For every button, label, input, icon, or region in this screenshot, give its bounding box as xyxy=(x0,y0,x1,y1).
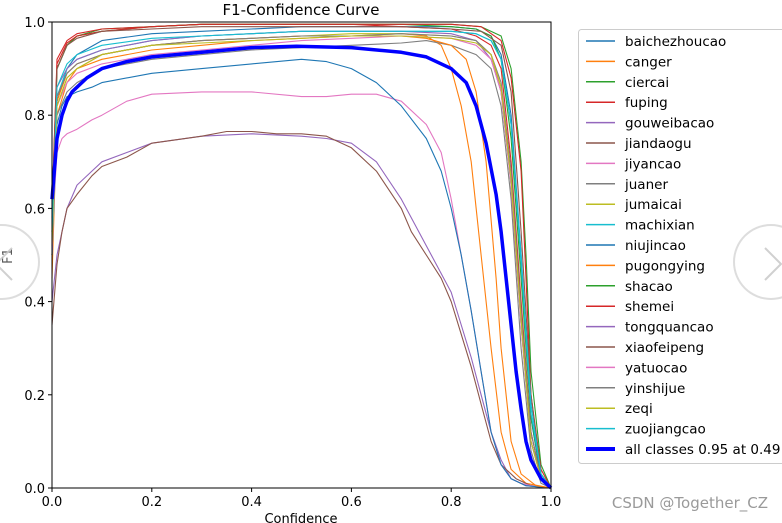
series-line-niujincao xyxy=(51,58,552,489)
legend-label: machixian xyxy=(625,218,695,234)
legend-label: yatuocao xyxy=(625,360,687,376)
legend-label: ciercai xyxy=(625,75,669,91)
y-tick-label: 0.4 xyxy=(24,296,45,311)
series-line-jiandaogu xyxy=(51,130,552,489)
legend-label: jiyancao xyxy=(624,156,681,172)
legend: baichezhoucao canger ciercai fuping gouweiba… xyxy=(578,29,782,464)
chevron-right-icon xyxy=(764,247,782,281)
legend-label: juaner xyxy=(624,177,668,193)
x-tick-label: 0.2 xyxy=(141,495,162,510)
series-line-fuping xyxy=(51,23,552,489)
y-tick-label: 0.8 xyxy=(24,109,45,124)
legend-label: pugongying xyxy=(625,258,705,274)
series-line-zuojiangcao xyxy=(51,30,552,489)
next-button[interactable] xyxy=(733,224,782,300)
legend-label: zeqi xyxy=(625,401,653,417)
y-tick-label: 0.2 xyxy=(24,389,45,404)
watermark: CSDN @Together_CZ xyxy=(611,494,768,512)
plot-frame xyxy=(51,21,552,489)
legend-label: shemei xyxy=(625,299,674,315)
x-tick-label: 0.0 xyxy=(42,495,63,510)
y-tick-label: 1.0 xyxy=(24,16,45,31)
legend-label: baichezhoucao xyxy=(625,34,726,50)
chevron-left-icon xyxy=(0,247,13,281)
legend-label: fuping xyxy=(625,95,668,111)
legend-label: xiaofeipeng xyxy=(625,340,704,356)
series-line-tongquancao xyxy=(51,30,552,489)
series-line-canger xyxy=(51,33,552,489)
previous-button[interactable] xyxy=(0,224,40,300)
x-tick-label: 0.6 xyxy=(341,495,362,510)
series-line-machixian xyxy=(51,30,552,489)
series-line-all-classes-0-95-at-0-49 xyxy=(50,44,553,490)
legend-label: tongquancao xyxy=(625,320,714,336)
legend-label: zuojiangcao xyxy=(625,422,706,438)
axis-ticks: 0.0 0.2 0.4 0.6 0.8 1.0 0.0 0.2 0.4 0.6 0.8 1.0 xyxy=(24,16,561,510)
y-tick-label: 0.0 xyxy=(24,482,45,497)
legend-label: yinshijue xyxy=(625,381,685,397)
legend-label: niujincao xyxy=(625,238,686,254)
y-tick-label: 0.6 xyxy=(24,202,45,217)
legend-label: canger xyxy=(625,54,672,70)
series-line-yinshijue xyxy=(51,33,552,489)
x-tick-label: 0.4 xyxy=(241,495,262,510)
legend-label: jumaicai xyxy=(624,197,682,213)
x-tick-label: 1.0 xyxy=(541,495,562,510)
series-line-shemei xyxy=(51,23,552,489)
legend-box xyxy=(578,29,782,464)
series-line-zeqi xyxy=(51,35,552,489)
legend-label: gouweibacao xyxy=(625,116,714,132)
chart-title: F1-Confidence Curve xyxy=(223,1,380,19)
series-line-gouweibacao xyxy=(51,133,552,489)
series-line-jiyancao xyxy=(51,91,552,489)
x-axis-label: Confidence xyxy=(264,512,337,523)
series-line-xiaofeipeng xyxy=(51,26,552,489)
plot-lines xyxy=(50,23,553,490)
x-tick-label: 0.8 xyxy=(441,495,462,510)
legend-label: all classes 0.95 at 0.49 xyxy=(625,442,780,458)
legend-label: shacao xyxy=(625,279,673,295)
legend-label: jiandaogu xyxy=(624,136,692,152)
